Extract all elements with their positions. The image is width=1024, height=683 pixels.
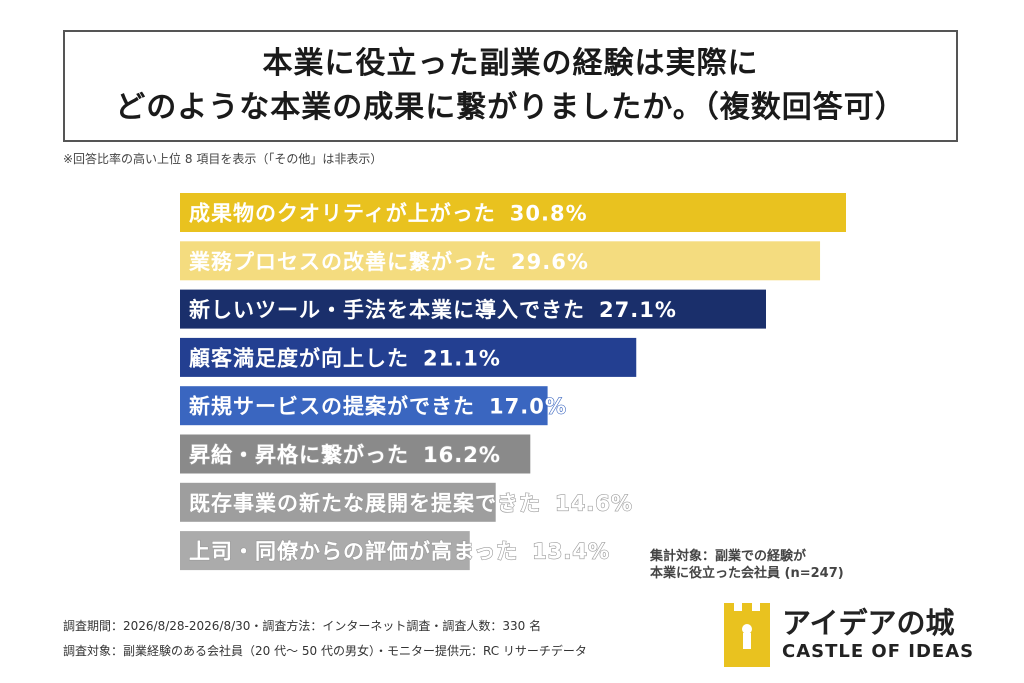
bar-label-1: 成果物のクオリティが上がった 30.8%: [189, 202, 588, 226]
bar-4: [180, 337, 637, 377]
logo-japanese-text: アイデアの城: [782, 606, 955, 640]
title-line-1: 本業に役立った副業の経験は実際に: [262, 46, 759, 81]
survey-target-note: 調査対象：副業経験のある会社員（20 代〜 50 代の男女）・モニター提供元：R…: [63, 644, 587, 658]
sample-note: 集計対象：副業での経験が 本業に役立った会社員 (n=247): [650, 548, 844, 582]
value-label: 27.1%: [599, 298, 677, 322]
category-label: 業務プロセスの改善に繋がった: [189, 250, 497, 274]
bar-6: [180, 434, 531, 474]
survey-period-note: 調査期間：2026/8/28-2026/8/30・調査方法：インターネット調査・…: [63, 619, 542, 633]
category-label: 顧客満足度が向上した: [189, 346, 409, 370]
category-label: 既存事業の新たな展開を提案できた: [189, 491, 541, 515]
value-label: 29.6%: [511, 250, 589, 274]
castle-icon: [724, 603, 770, 667]
value-label: 21.1%: [423, 346, 501, 370]
bar-label-7: 既存事業の新たな展開を提案できた 14.6%: [189, 491, 633, 515]
bar-5: [180, 386, 548, 426]
value-label: 17.0%: [489, 395, 567, 419]
value-label: 30.8%: [510, 202, 588, 226]
category-label: 新しいツール・手法を本業に導入できた: [189, 298, 585, 322]
bar-7: [180, 482, 496, 522]
logo: アイデアの城 CASTLE OF IDEAS: [724, 603, 974, 667]
title-line-2: どのような本業の成果に繋がりましたか。（複数回答可）: [115, 90, 906, 125]
logo-english-text: CASTLE OF IDEAS: [782, 641, 975, 662]
bar-label-8: 上司・同僚からの評価が高まった 13.4%: [189, 540, 610, 564]
title-box: 本業に役立った副業の経験は実際に どのような本業の成果に繋がりましたか。（複数回…: [63, 30, 958, 142]
bar-label-3: 新しいツール・手法を本業に導入できた 27.1%: [189, 298, 677, 322]
bar-label-5: 新規サービスの提案ができた 17.0%: [189, 395, 567, 419]
value-label: 16.2%: [423, 443, 501, 467]
category-label: 昇給・昇格に繋がった: [189, 443, 409, 467]
bar-8: [180, 531, 470, 571]
value-label: 14.6%: [555, 491, 633, 515]
bar-label-4: 顧客満足度が向上した 21.1%: [189, 346, 501, 370]
value-label: 13.4%: [532, 540, 610, 564]
category-label: 新規サービスの提案ができた: [189, 395, 475, 419]
category-label: 上司・同僚からの評価が高まった: [189, 540, 518, 564]
sample-note-line-2: 本業に役立った会社員 (n=247): [650, 566, 844, 581]
bar-1: [180, 193, 846, 232]
bar-label-6: 昇給・昇格に繋がった 16.2%: [189, 443, 501, 467]
category-label: 成果物のクオリティが上がった: [189, 202, 496, 226]
sample-note-line-1: 集計対象：副業での経験が: [650, 549, 807, 564]
bar-3: [180, 289, 766, 329]
bar-label-2: 業務プロセスの改善に繋がった 29.6%: [189, 250, 589, 274]
display-note: ※回答比率の高い上位 8 項目を表示（「その他」は非表示）: [63, 152, 383, 166]
bar-2: [180, 241, 821, 281]
